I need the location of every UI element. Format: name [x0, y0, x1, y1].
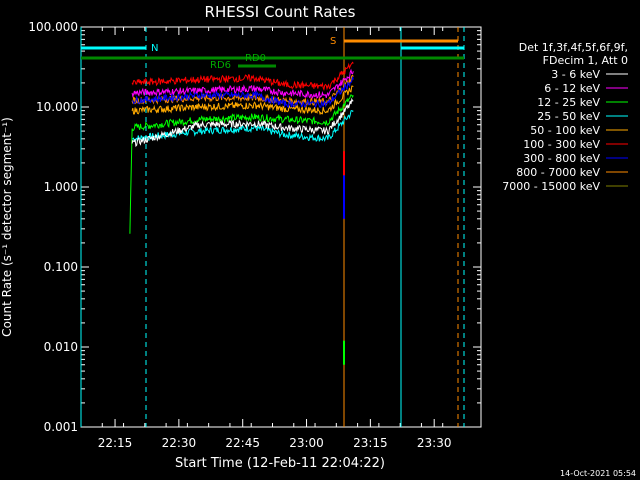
- y-tick-label: 0.001: [44, 420, 78, 434]
- y-tick-label: 1.000: [44, 180, 78, 194]
- night-label: N: [151, 43, 158, 54]
- series-line-1: [131, 68, 354, 100]
- x-tick-label: 23:00: [289, 436, 324, 450]
- y-axis-ticks: 0.001 0.010 0.100 1.000 10.000 100.000: [28, 20, 481, 434]
- x-tick-label: 22:30: [162, 436, 197, 450]
- y-tick-label: 10.000: [36, 100, 78, 114]
- rd6-label: RD6: [210, 60, 231, 71]
- series-line-2: [129, 94, 354, 234]
- legend-entry-label: 7000 - 15000 keV: [502, 180, 600, 193]
- saa-label: S: [330, 36, 336, 47]
- legend-entry-label: 300 - 800 keV: [523, 152, 600, 165]
- legend-entry-label: 50 - 100 keV: [530, 124, 600, 137]
- legend-entry-label: 3 - 6 keV: [551, 68, 600, 81]
- legend-entry-label: 6 - 12 keV: [544, 82, 600, 95]
- legend-entry-label: 800 - 7000 keV: [516, 166, 600, 179]
- y-tick-label: 100.000: [28, 20, 78, 34]
- x-tick-label: 22:45: [225, 436, 260, 450]
- x-axis-label: Start Time (12-Feb-11 22:04:22): [175, 456, 385, 471]
- x-tick-label: 22:15: [98, 436, 133, 450]
- flag-lines: RD6 RD0 N S: [80, 27, 465, 427]
- y-axis-label: Count Rate (s⁻¹ detector segment⁻¹): [0, 117, 14, 337]
- legend: Det 1f,3f,4f,5f,6f,9f,FDecim 1, Att 03 -…: [502, 41, 628, 193]
- footer-timestamp: 14-Oct-2021 05:54: [560, 469, 636, 478]
- series-lines: [129, 61, 354, 379]
- legend-entry-label: 12 - 25 keV: [537, 96, 600, 109]
- series-line-7: [131, 74, 354, 107]
- legend-entry-label: 25 - 50 keV: [537, 110, 600, 123]
- series-line-6: [131, 76, 354, 109]
- chart-title: RHESSI Count Rates: [205, 3, 356, 21]
- x-tick-label: 23:30: [417, 436, 452, 450]
- legend-header-line: Det 1f,3f,4f,5f,6f,9f,: [519, 41, 628, 54]
- x-axis-ticks: 22:15 22:30 22:45 23:00 23:15 23:30: [80, 27, 465, 450]
- x-tick-label: 23:15: [353, 436, 388, 450]
- y-tick-label: 0.010: [44, 340, 78, 354]
- plot-frame: [80, 26, 482, 428]
- rd0-label: RD0: [245, 53, 266, 64]
- series-line-0: [131, 97, 354, 148]
- series-line-4: [131, 85, 354, 116]
- y-tick-label: 0.100: [44, 260, 78, 274]
- legend-header-line: FDecim 1, Att 0: [543, 54, 628, 67]
- legend-entry-label: 100 - 300 keV: [523, 138, 600, 151]
- series-line-5: [131, 61, 354, 92]
